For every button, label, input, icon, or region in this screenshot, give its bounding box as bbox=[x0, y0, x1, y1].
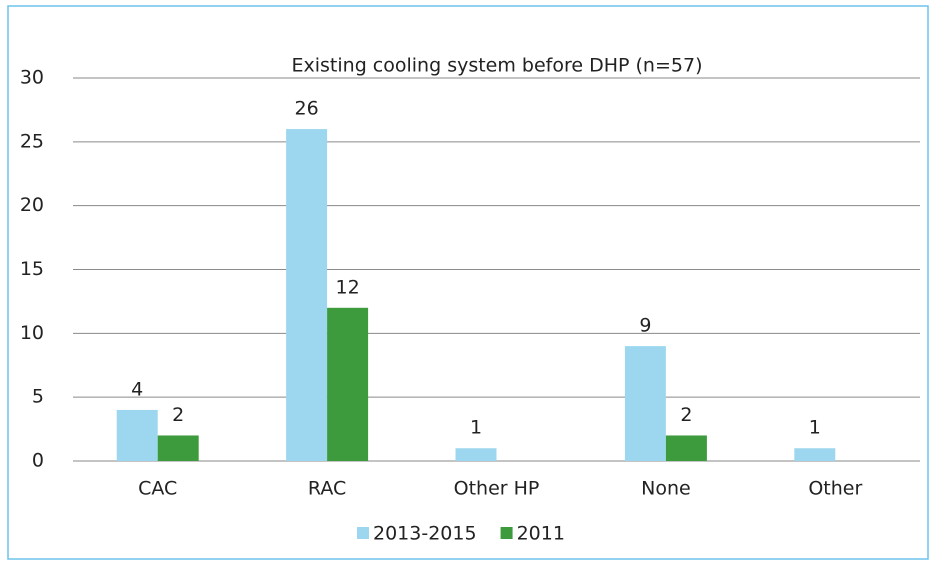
chart-title: Existing cooling system before DHP (n=57… bbox=[292, 55, 703, 77]
x-tick-label: RAC bbox=[308, 478, 346, 500]
legend-swatch bbox=[500, 527, 513, 539]
y-tick-label: 5 bbox=[32, 386, 44, 408]
y-tick-label: 20 bbox=[20, 194, 44, 216]
x-tick-label: Other HP bbox=[454, 478, 540, 500]
x-tick-label: CAC bbox=[138, 478, 177, 500]
bar bbox=[157, 435, 199, 461]
bar bbox=[665, 435, 707, 461]
x-tick-label: None bbox=[641, 478, 691, 500]
data-label: 4 bbox=[131, 378, 143, 400]
bar bbox=[116, 409, 158, 461]
x-tick-label: Other bbox=[808, 478, 862, 500]
y-tick-label: 0 bbox=[32, 450, 44, 472]
bar bbox=[455, 448, 497, 461]
y-tick-label: 10 bbox=[20, 322, 44, 344]
bar bbox=[327, 307, 369, 461]
legend-label: 2013-2015 bbox=[373, 523, 477, 545]
bar bbox=[286, 129, 328, 462]
data-label: 1 bbox=[470, 417, 482, 439]
bar bbox=[624, 346, 666, 461]
chart-frame bbox=[7, 5, 929, 560]
y-tick-label: 30 bbox=[20, 67, 44, 89]
data-label: 26 bbox=[295, 98, 319, 120]
bar bbox=[794, 448, 836, 461]
data-label: 9 bbox=[639, 315, 651, 337]
data-label: 2 bbox=[680, 404, 692, 426]
data-label: 12 bbox=[336, 276, 360, 298]
data-label: 2 bbox=[172, 404, 184, 426]
legend-swatch bbox=[357, 527, 369, 539]
y-tick-label: 15 bbox=[20, 258, 44, 280]
legend-label: 2011 bbox=[517, 523, 565, 545]
data-label: 1 bbox=[809, 417, 821, 439]
y-tick-label: 25 bbox=[20, 130, 44, 152]
